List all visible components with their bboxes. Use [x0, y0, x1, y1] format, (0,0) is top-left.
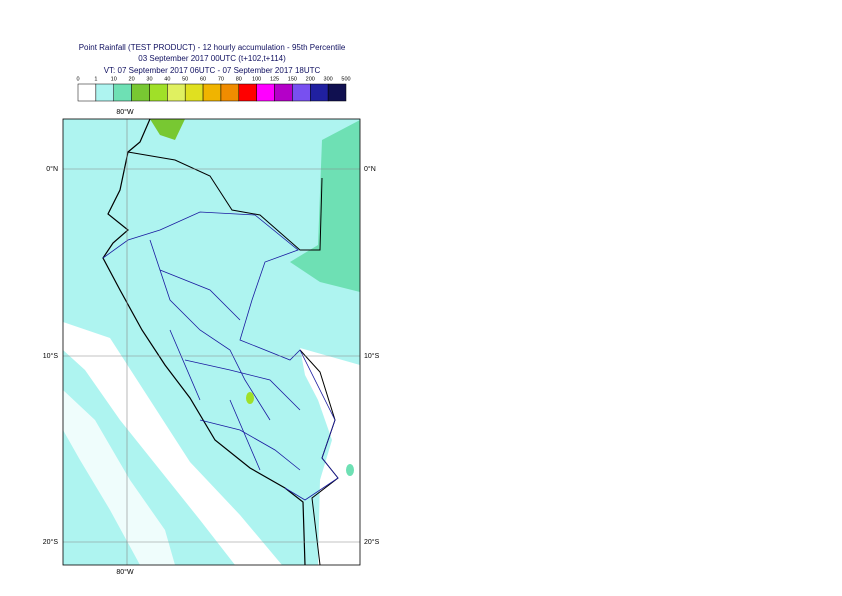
legend-label: 150: [288, 76, 297, 82]
legend-label: 0: [76, 76, 79, 82]
legend-swatch: [256, 83, 275, 102]
legend-swatch: [149, 83, 168, 102]
legend-swatch: [238, 83, 257, 102]
legend-label: 50: [182, 76, 188, 82]
legend-swatch: [202, 83, 222, 102]
legend-label: 1: [94, 76, 97, 82]
title-line: VT: 07 September 2017 06UTC - 07 Septemb…: [104, 66, 321, 75]
legend-label: 60: [200, 76, 206, 82]
dry-area: [63, 322, 282, 565]
legend-label: 300: [324, 76, 333, 82]
legend-swatch: [113, 83, 132, 102]
title-line: Point Rainfall (TEST PRODUCT) - 12 hourl…: [79, 43, 346, 52]
wet-spot: [346, 464, 354, 476]
lat-label: 10°S: [43, 352, 59, 360]
lat-label: 20°S: [43, 538, 59, 546]
legend-label: 40: [164, 76, 170, 82]
legend-swatch: [131, 83, 150, 102]
legend-swatch: [274, 83, 293, 102]
wet-spot: [246, 392, 254, 404]
wet-area: [150, 119, 185, 140]
legend-swatch: [184, 83, 204, 102]
lat-label: 0°N: [364, 165, 376, 173]
admin-border: [102, 211, 339, 501]
legend-swatch: [292, 83, 311, 102]
legend-label: 20: [129, 76, 135, 82]
map-frame: [62, 118, 361, 566]
legend-swatch: [310, 83, 329, 102]
legend-label: 100: [252, 76, 261, 82]
lat-label: 0°N: [46, 165, 58, 173]
legend-label: 30: [146, 76, 152, 82]
legend-swatch: [77, 83, 97, 102]
legend-label: 125: [270, 76, 279, 82]
lon-label: 80°W: [116, 108, 134, 116]
lat-label: 10°S: [364, 352, 380, 360]
lon-label: 80°W: [116, 568, 134, 576]
legend-label: 80: [236, 76, 242, 82]
legend-swatch: [327, 83, 347, 102]
legend-label: 70: [218, 76, 224, 82]
legend-label: 500: [341, 76, 350, 82]
lat-label: 20°S: [364, 538, 380, 546]
coastline: [102, 118, 306, 566]
title-line: 03 September 2017 00UTC (t+102,t+114): [138, 54, 286, 63]
legend-label: 200: [306, 76, 315, 82]
map: [62, 118, 361, 566]
legend: 0 1 10 20 30 40 50 60 70 80 100 125 150 200 300 500: [76, 76, 351, 102]
legend-label: 10: [111, 76, 117, 82]
wet-area: [290, 120, 360, 292]
legend-swatch: [167, 83, 186, 102]
dry-area: [63, 390, 175, 565]
legend-swatch: [95, 83, 114, 102]
legend-swatch: [220, 83, 240, 102]
dry-area: [300, 348, 360, 565]
